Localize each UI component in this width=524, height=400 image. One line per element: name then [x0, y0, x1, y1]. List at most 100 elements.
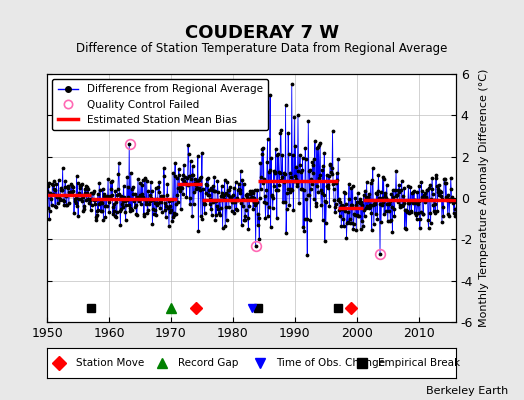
Point	[142, 200, 150, 207]
Point	[403, 199, 412, 206]
Point	[238, 202, 247, 209]
Point	[340, 188, 348, 195]
Point	[397, 187, 406, 194]
Point	[92, 214, 101, 220]
Point	[402, 209, 411, 215]
Point	[314, 189, 322, 196]
Point	[289, 206, 298, 213]
Point	[383, 182, 391, 188]
Point	[148, 221, 157, 228]
Point	[390, 213, 399, 220]
Point	[400, 185, 409, 192]
Point	[115, 160, 123, 166]
Point	[271, 146, 280, 152]
Point	[128, 207, 136, 214]
Point	[255, 236, 264, 242]
Point	[409, 197, 418, 204]
Point	[81, 186, 89, 192]
Point	[278, 152, 287, 158]
Point	[275, 182, 283, 188]
Point	[158, 194, 166, 200]
Point	[71, 198, 79, 204]
Point	[179, 172, 188, 178]
Point	[387, 217, 395, 223]
Point	[260, 199, 269, 206]
Point	[144, 188, 152, 194]
Point	[94, 191, 102, 197]
Point	[285, 202, 293, 208]
Point	[312, 145, 321, 152]
Point	[202, 175, 211, 182]
Point	[370, 201, 378, 207]
Point	[125, 202, 133, 208]
Point	[439, 204, 447, 210]
Point	[391, 186, 399, 193]
Point	[215, 196, 224, 203]
Point	[173, 174, 181, 181]
Point	[234, 180, 243, 187]
Point	[427, 220, 435, 226]
Point	[389, 187, 397, 194]
Point	[231, 198, 239, 205]
Point	[340, 223, 348, 230]
Point	[279, 170, 288, 176]
Point	[409, 189, 417, 195]
Point	[93, 208, 102, 214]
Point	[113, 208, 121, 215]
Point	[379, 176, 388, 182]
Point	[300, 215, 309, 222]
Text: Station Move: Station Move	[76, 358, 144, 368]
Point	[372, 211, 380, 217]
Point	[196, 187, 204, 194]
Point	[284, 130, 292, 137]
Point	[100, 190, 108, 197]
Point	[332, 180, 341, 186]
Point	[423, 187, 432, 193]
Point	[207, 184, 215, 191]
Point	[341, 190, 349, 196]
Point	[205, 186, 213, 193]
Point	[66, 190, 74, 197]
Point	[244, 214, 252, 221]
Point	[216, 212, 224, 218]
Point	[237, 222, 246, 228]
Point	[438, 196, 446, 202]
Point	[166, 209, 174, 216]
Point	[278, 174, 286, 181]
Point	[136, 193, 145, 200]
Point	[299, 186, 308, 193]
Point	[414, 210, 422, 216]
Point	[416, 225, 424, 232]
Point	[82, 183, 90, 190]
Point	[211, 188, 219, 194]
Point	[171, 210, 180, 217]
Point	[185, 194, 194, 201]
Point	[319, 162, 328, 169]
Point	[447, 186, 455, 192]
Point	[144, 207, 152, 213]
Point	[54, 200, 62, 206]
Point	[280, 170, 289, 177]
Point	[65, 189, 73, 195]
Point	[59, 197, 68, 203]
Point	[272, 187, 280, 193]
Point	[234, 197, 242, 203]
Point	[287, 174, 296, 180]
Point	[434, 191, 443, 198]
Point	[177, 185, 185, 191]
Point	[183, 174, 191, 181]
Point	[265, 166, 274, 173]
Point	[418, 193, 426, 200]
Point	[181, 174, 189, 180]
Point	[260, 176, 268, 182]
Point	[399, 193, 408, 199]
Point	[130, 204, 139, 210]
Point	[290, 114, 299, 120]
Point	[391, 192, 400, 199]
Point	[383, 201, 391, 207]
Point	[352, 202, 360, 208]
Point	[166, 202, 174, 209]
Point	[141, 198, 150, 204]
Point	[361, 188, 369, 194]
Point	[57, 187, 66, 194]
